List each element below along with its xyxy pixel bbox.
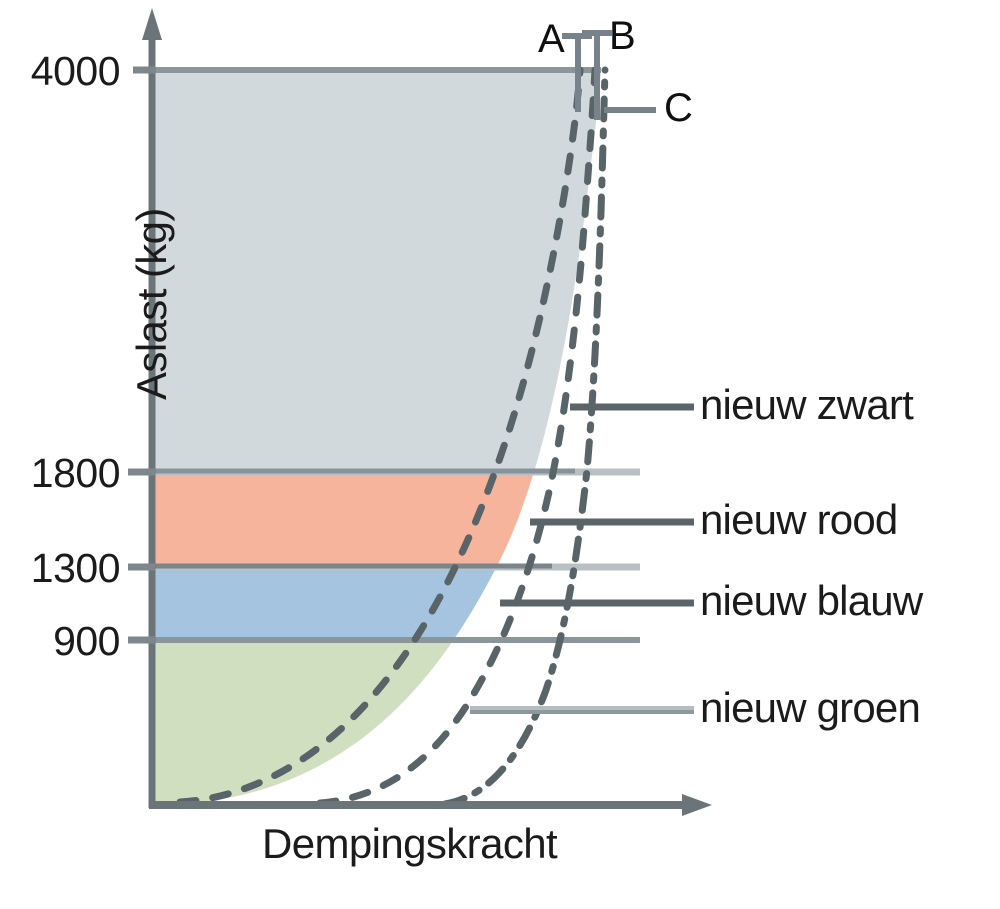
curve-b	[316, 66, 599, 807]
x-axis-title: Dempingskracht	[262, 820, 558, 867]
legend-label-blauw: nieuw blauw	[700, 577, 923, 624]
curve-group	[176, 66, 609, 808]
legend-leader-group	[470, 403, 694, 714]
y-tick-label-1300: 1300	[30, 545, 121, 591]
curve-a	[176, 66, 584, 806]
band-group	[152, 70, 601, 805]
legend-label-rood: nieuw rood	[700, 496, 898, 543]
curve-c	[441, 66, 609, 808]
legend-label-groen: nieuw groen	[700, 684, 921, 731]
legend-label-zwart: nieuw zwart	[700, 381, 914, 428]
axis-group	[142, 8, 712, 816]
y-axis-arrow	[142, 8, 162, 40]
band-zwart	[152, 70, 601, 472]
y-tick-label-1800: 1800	[30, 450, 121, 496]
curve-label-a: A	[538, 17, 565, 61]
y-tick-label-900: 900	[53, 618, 120, 664]
curve-leader-group	[562, 30, 656, 120]
y-tick-label-4000: 4000	[30, 48, 121, 94]
curve-label-c: C	[664, 86, 693, 130]
y-axis-title: Aslast (kg)	[128, 208, 175, 400]
curve-label-b: B	[609, 14, 636, 58]
y-tick-marks	[128, 66, 155, 644]
band-boundary-lines	[152, 67, 640, 643]
x-axis-arrow	[682, 794, 712, 816]
